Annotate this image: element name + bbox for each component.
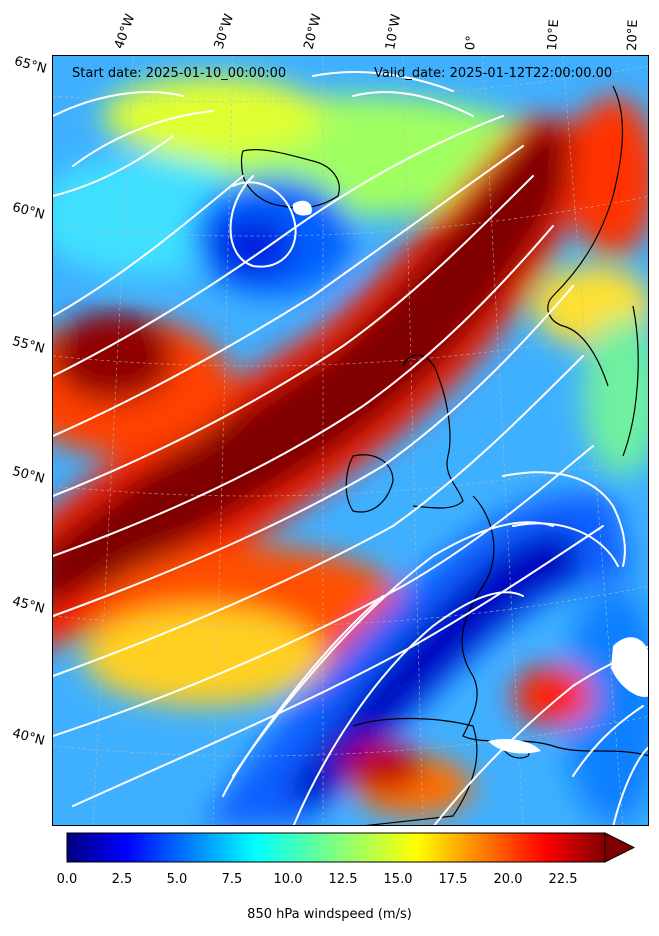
colorbar-tick: 15.0 [383, 872, 413, 887]
lon-label-10e: 10°E [545, 18, 563, 51]
colorbar [66, 832, 636, 863]
colorbar-title: 850 hPa windspeed (m/s) [247, 907, 412, 922]
start-date-label: Start date: 2025-01-10_00:00:00 [72, 66, 287, 81]
lat-label-40n: 40°N [10, 726, 47, 749]
colorbar-tick: 7.5 [221, 872, 243, 887]
lat-label-55n: 55°N [10, 334, 47, 357]
map-panel [52, 55, 649, 826]
colorbar-tick: 0.0 [56, 872, 78, 887]
colorbar-extend-arrow [604, 832, 636, 863]
lon-label-10w: 10°W [383, 13, 405, 52]
gridlines [53, 56, 648, 825]
masked-terrain [488, 739, 541, 754]
colorbar-tick: 12.5 [328, 872, 358, 887]
lon-label-30w: 30°W [211, 12, 238, 51]
colorbar-tick: 17.5 [438, 872, 468, 887]
lon-label-20e: 20°E [625, 19, 642, 51]
streamlines [53, 71, 648, 825]
lon-label-20w: 20°W [301, 12, 325, 51]
colorbar-tick: 10.0 [273, 872, 303, 887]
colorbar-tick: 22.5 [548, 872, 578, 887]
masked-terrain [611, 637, 648, 697]
lat-label-45n: 45°N [10, 594, 47, 617]
lat-label-60n: 60°N [10, 200, 47, 223]
lat-label-65n: 65°N [12, 54, 49, 77]
colorbar-tick: 20.0 [493, 872, 523, 887]
masked-terrain [292, 200, 312, 216]
coastlines [240, 85, 648, 825]
lon-label-0: 0° [463, 34, 480, 51]
lon-label-40w: 40°W [111, 12, 139, 51]
colorbar-tick: 5.0 [166, 872, 188, 887]
colorbar-gradient [66, 832, 606, 863]
lat-label-50n: 50°N [10, 464, 47, 487]
colorbar-tick: 2.5 [111, 872, 133, 887]
windspeed-field [53, 76, 648, 825]
windspeed-map [53, 56, 648, 825]
valid-date-label: Valid_date: 2025-01-12T22:00:00.00 [374, 66, 613, 81]
colorbar-svg [66, 832, 636, 863]
